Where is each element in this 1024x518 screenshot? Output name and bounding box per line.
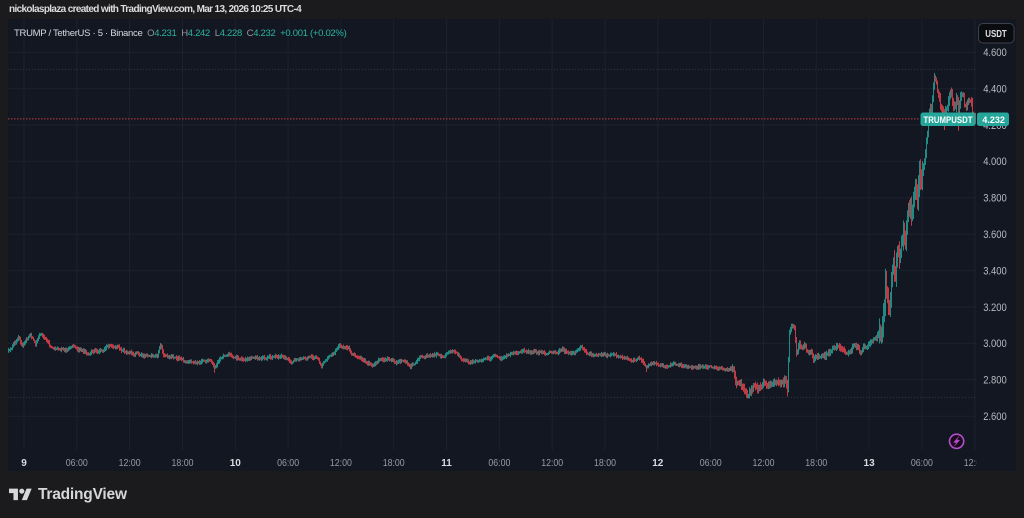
svg-text:4.400: 4.400: [983, 83, 1007, 95]
svg-text:18:00: 18:00: [594, 458, 616, 469]
svg-text:4.232: 4.232: [982, 115, 1005, 126]
svg-text:13: 13: [864, 458, 876, 469]
svg-text:USDT: USDT: [985, 29, 1007, 40]
svg-text:TRUMPUSDT: TRUMPUSDT: [924, 115, 973, 126]
svg-text:4.600: 4.600: [983, 47, 1007, 59]
svg-text:12:00: 12:00: [330, 458, 352, 469]
svg-text:12: 12: [652, 458, 664, 469]
svg-text:06:00: 06:00: [488, 458, 510, 469]
svg-text:3.400: 3.400: [983, 265, 1007, 277]
svg-text:18:00: 18:00: [805, 458, 827, 469]
svg-text:12:00: 12:00: [753, 458, 775, 469]
svg-text:10: 10: [230, 458, 242, 469]
svg-text:06:00: 06:00: [66, 458, 88, 469]
svg-text:2.800: 2.800: [983, 375, 1007, 387]
svg-text:06:00: 06:00: [911, 458, 933, 469]
svg-text:12:00: 12:00: [964, 458, 986, 469]
svg-text:18:00: 18:00: [172, 458, 194, 469]
svg-text:3.600: 3.600: [983, 229, 1007, 241]
svg-text:9: 9: [21, 458, 27, 469]
svg-text:12:00: 12:00: [541, 458, 563, 469]
svg-text:4.000: 4.000: [983, 156, 1007, 168]
svg-text:18:00: 18:00: [383, 458, 405, 469]
svg-text:3.800: 3.800: [983, 193, 1007, 205]
svg-text:06:00: 06:00: [277, 458, 299, 469]
svg-text:12:00: 12:00: [119, 458, 141, 469]
svg-text:3.200: 3.200: [983, 302, 1007, 314]
svg-text:2.600: 2.600: [983, 411, 1007, 423]
svg-text:11: 11: [441, 458, 452, 469]
svg-text:06:00: 06:00: [700, 458, 722, 469]
svg-text:3.000: 3.000: [983, 338, 1007, 350]
